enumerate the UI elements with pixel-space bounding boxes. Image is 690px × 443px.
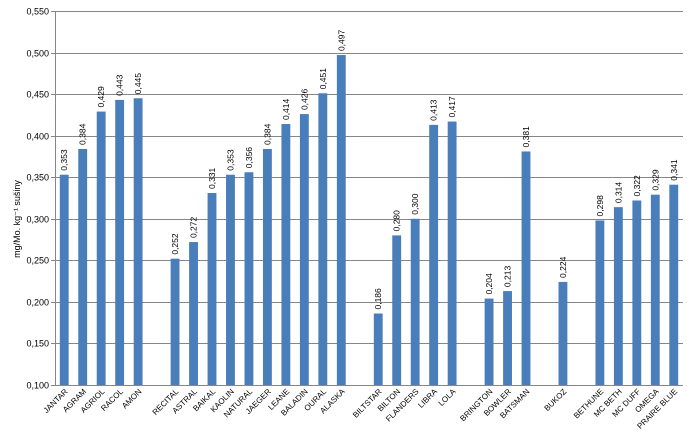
- bar: [207, 193, 217, 385]
- y-axis-title: mg/Mo. kg⁻¹ sušiny: [12, 180, 22, 258]
- data-label: 0,252: [170, 233, 180, 255]
- data-label: 0,331: [207, 167, 217, 189]
- bar: [447, 121, 457, 385]
- bar: [650, 194, 660, 385]
- data-label: 0,451: [318, 68, 328, 90]
- x-tick-label: BUKOZ: [543, 387, 569, 413]
- y-tick-label: 0,100: [26, 381, 49, 391]
- data-label: 0,353: [59, 149, 69, 171]
- data-labels: 0,353 0,384 0,429 0,443 0,445 0,252 0,272 0,331…: [59, 30, 679, 310]
- data-label: 0,413: [429, 99, 439, 121]
- data-label: 0,224: [558, 256, 568, 278]
- bar: [521, 151, 531, 385]
- data-label: 0,497: [336, 30, 346, 52]
- bar: [318, 93, 328, 385]
- bar: [96, 111, 106, 385]
- data-label: 0,381: [521, 126, 531, 148]
- bar: [484, 298, 494, 385]
- bar: [244, 172, 254, 385]
- gridlines: [55, 11, 683, 344]
- x-tick-label: LIBRA: [416, 387, 439, 410]
- data-label: 0,417: [447, 96, 457, 118]
- y-tick-label: 0,250: [26, 256, 49, 266]
- y-axis-ticks: 0,100 0,150 0,200 0,250 0,300 0,350 0,400 0,450…: [26, 7, 55, 391]
- bar: [133, 98, 143, 386]
- bar: [429, 124, 439, 386]
- data-label: 0,414: [281, 98, 291, 120]
- y-tick-label: 0,200: [26, 298, 49, 308]
- y-tick-label: 0,400: [26, 132, 49, 142]
- data-label: 0,300: [410, 193, 420, 215]
- data-label: 0,384: [262, 123, 272, 145]
- bar: [226, 174, 235, 385]
- bar: [669, 184, 679, 385]
- bars: [59, 55, 679, 386]
- bar: [78, 148, 88, 385]
- y-tick-label: 0,350: [26, 173, 49, 183]
- bar: [59, 174, 69, 385]
- data-label: 0,280: [392, 210, 402, 232]
- data-label: 0,384: [78, 123, 88, 145]
- data-label: 0,426: [299, 89, 309, 111]
- data-label: 0,356: [244, 147, 254, 169]
- bar: [281, 124, 291, 385]
- x-tick-label: AMON: [120, 387, 143, 410]
- bar: [503, 291, 512, 385]
- y-tick-label: 0,500: [26, 49, 49, 59]
- data-label: 0,443: [115, 74, 125, 96]
- bar: [262, 148, 272, 385]
- data-label: 0,272: [189, 217, 199, 239]
- bar: [170, 258, 180, 385]
- data-label: 0,445: [133, 73, 143, 95]
- bar: [299, 114, 309, 385]
- data-label: 0,353: [225, 149, 235, 171]
- y-tick-label: 0,300: [26, 215, 49, 225]
- bar: [632, 200, 642, 385]
- bar: [336, 55, 346, 386]
- y-tick-label: 0,550: [26, 7, 49, 17]
- data-label: 0,329: [650, 169, 660, 191]
- bar: [613, 207, 623, 385]
- data-label: 0,204: [484, 273, 494, 295]
- y-tick-label: 0,150: [26, 339, 49, 349]
- data-label: 0,429: [96, 86, 106, 108]
- data-label: 0,314: [613, 182, 623, 204]
- bar: [373, 313, 383, 385]
- bar: [595, 220, 605, 385]
- bar: [558, 281, 568, 385]
- y-tick-label: 0,450: [26, 90, 49, 100]
- bar: [189, 242, 198, 385]
- x-tick-label: LOLA: [437, 387, 458, 408]
- bar: [115, 99, 125, 386]
- data-label: 0,186: [373, 288, 383, 310]
- data-label: 0,213: [503, 266, 513, 288]
- data-label: 0,298: [595, 195, 605, 217]
- data-label: 0,341: [669, 159, 679, 181]
- axes: [55, 11, 683, 386]
- data-label: 0,322: [632, 175, 642, 197]
- bar: [392, 235, 402, 385]
- bar: [410, 218, 420, 385]
